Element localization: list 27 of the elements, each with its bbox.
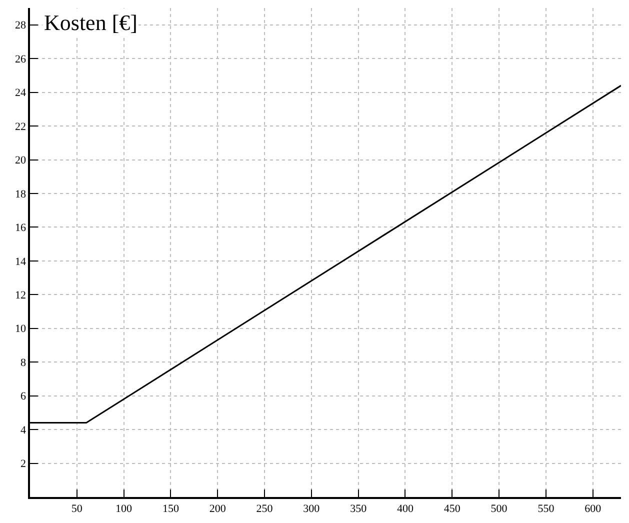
y-tick-label: 4 [20, 424, 27, 436]
y-tick-label: 20 [15, 154, 27, 167]
y-tick-label: 10 [15, 323, 27, 336]
y-tick-label: 12 [15, 290, 26, 302]
x-tick-label: 600 [584, 502, 602, 515]
y-tick-label: 8 [20, 356, 27, 369]
y-tick-label: 24 [15, 87, 27, 100]
y-tick-label: 22 [15, 120, 26, 133]
x-tick-label: 100 [116, 502, 133, 515]
x-tick-label: 400 [396, 502, 414, 515]
y-tick-label: 2 [20, 458, 26, 470]
x-tick-label: 550 [538, 502, 555, 515]
x-tick-label: 500 [490, 502, 508, 515]
x-tick-label: 450 [444, 502, 461, 515]
x-tick-label: 250 [256, 502, 274, 515]
x-tick-label: 200 [209, 502, 226, 515]
x-tick-label: 150 [162, 502, 180, 515]
y-tick-label: 28 [15, 20, 27, 32]
x-tick-label: 300 [303, 502, 320, 515]
x-tick-label: 50 [71, 502, 83, 515]
y-tick-label: 26 [15, 53, 27, 66]
y-tick-label: 18 [15, 188, 27, 200]
y-tick-label: 16 [15, 222, 27, 234]
y-tick-label: 14 [15, 256, 27, 268]
y-tick-label: 6 [20, 390, 27, 403]
x-tick-label: 350 [350, 502, 368, 515]
y-axis-title: Kosten [€] [44, 10, 138, 35]
